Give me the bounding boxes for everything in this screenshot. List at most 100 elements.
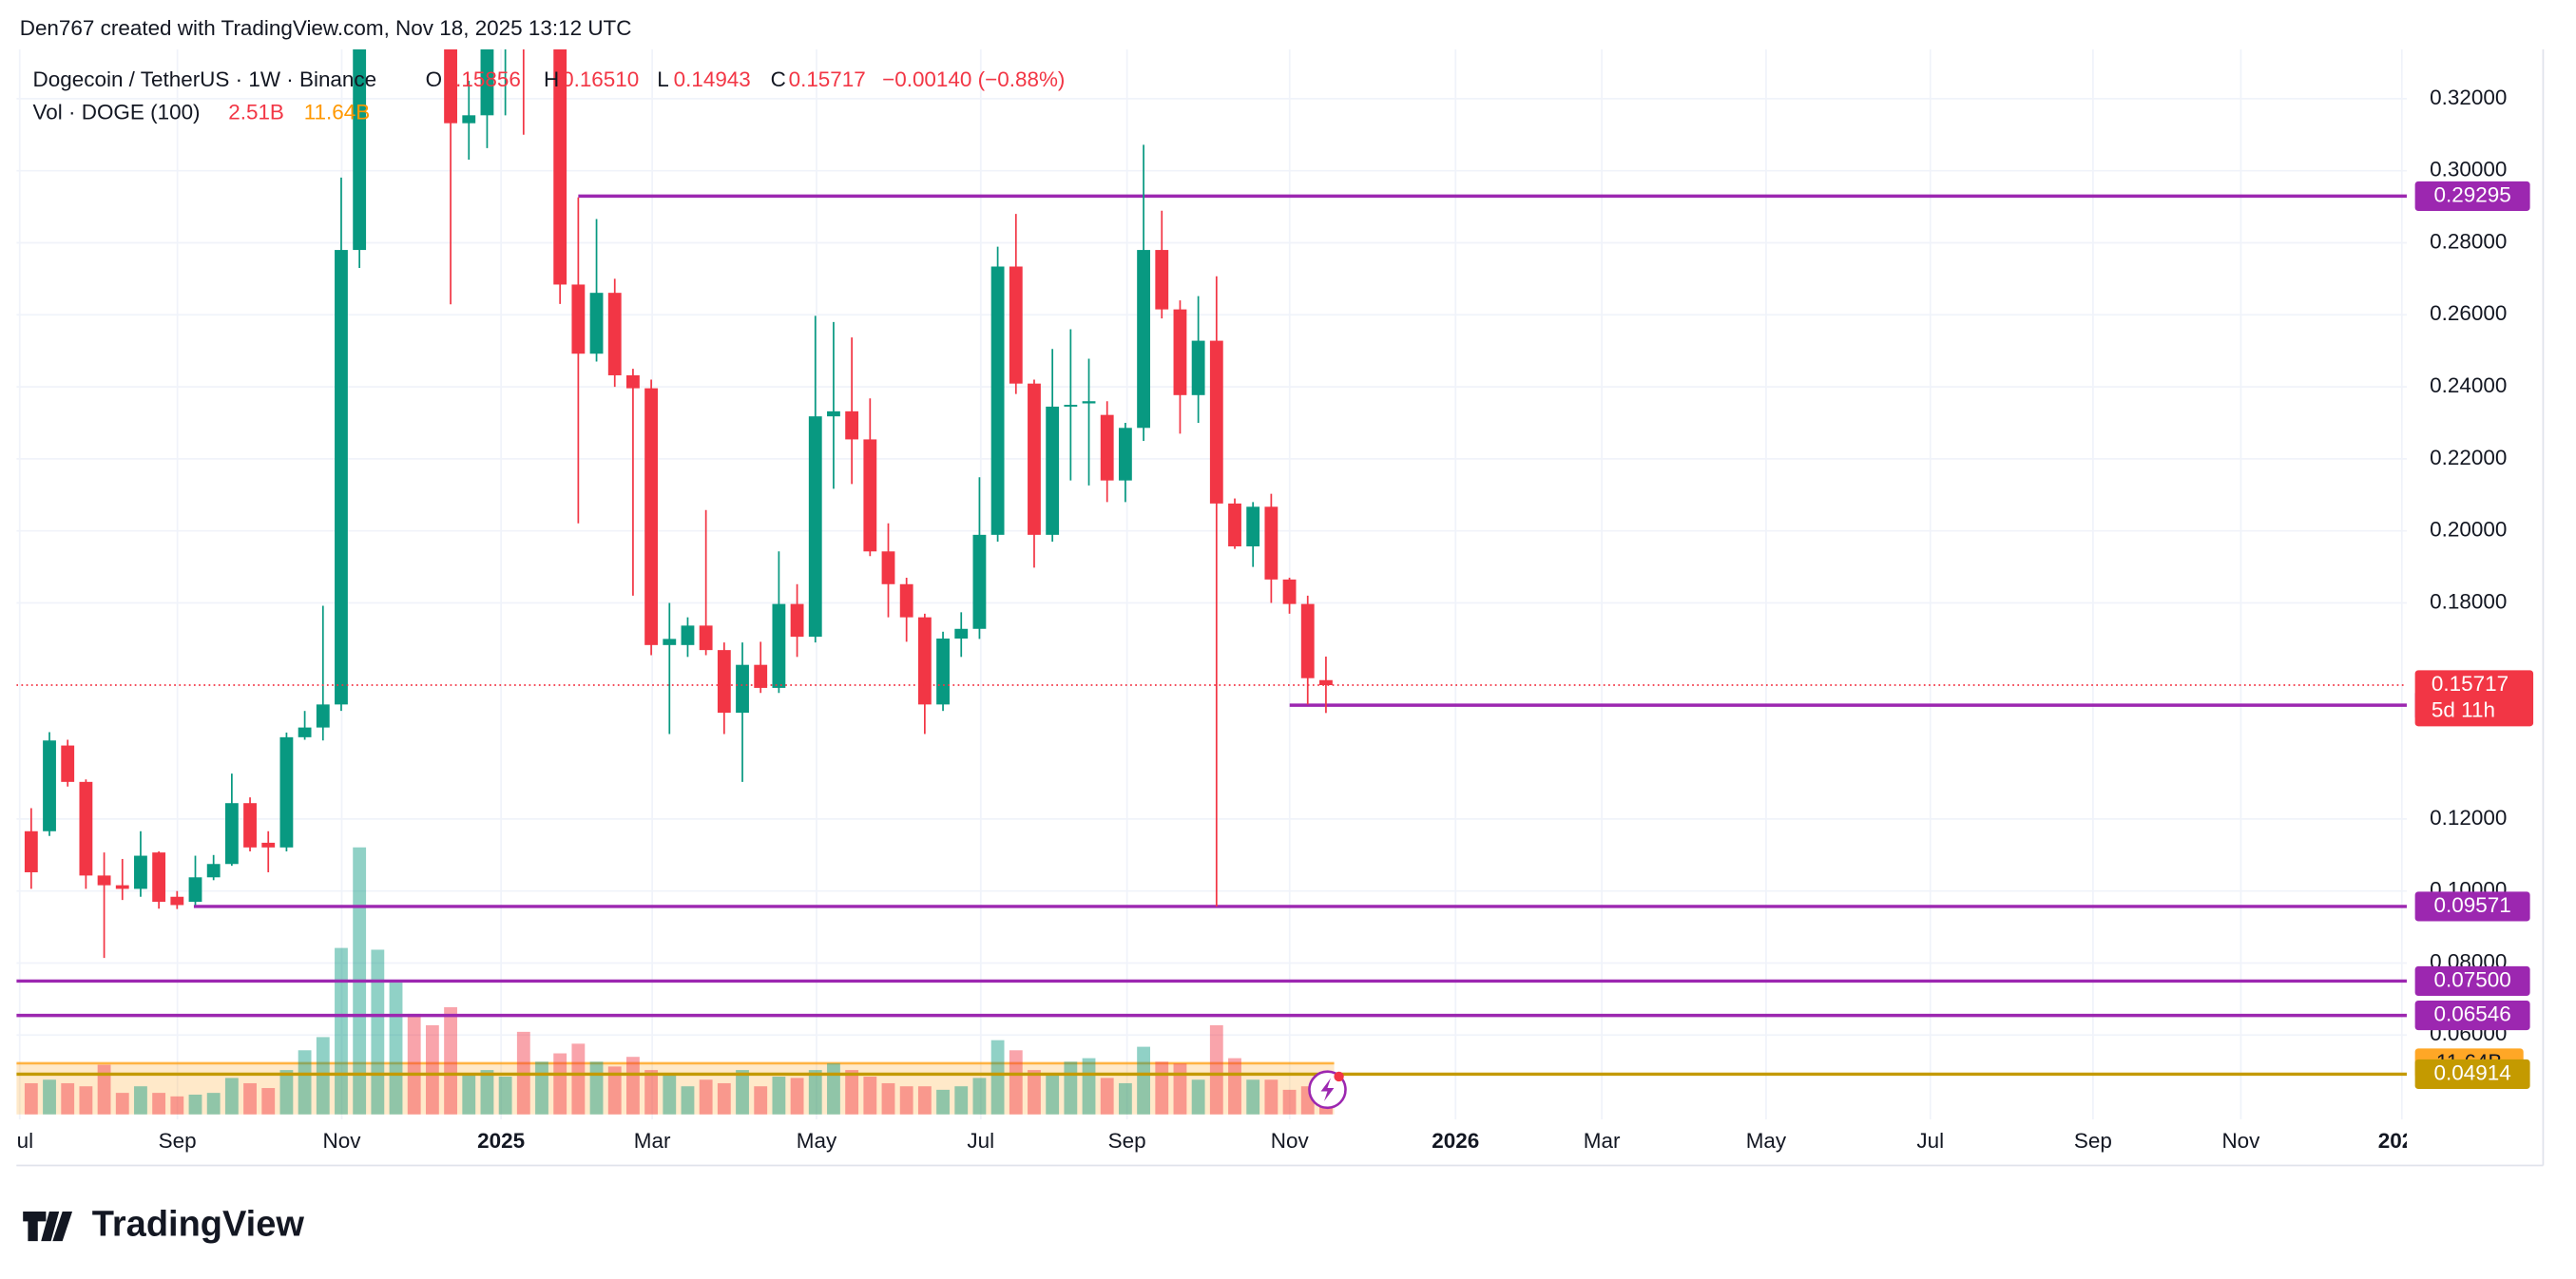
volume-bar <box>954 1086 969 1115</box>
level-label: 0.06546 <box>2434 1002 2511 1026</box>
x-tick-label: Mar <box>634 1129 671 1153</box>
volume-bar <box>1137 1046 1150 1115</box>
x-tick-label: Sep <box>159 1129 197 1153</box>
volume-bar <box>699 1079 713 1115</box>
volume-bar <box>1191 1079 1205 1115</box>
candle-body <box>97 875 111 886</box>
level-label-box <box>2414 181 2530 212</box>
brand-name: TradingView <box>92 1205 305 1245</box>
candle-body <box>1191 340 1205 395</box>
candle-body <box>790 603 804 638</box>
h-key: H <box>544 67 559 91</box>
volume-bar <box>224 1078 239 1115</box>
candle-body <box>1009 266 1023 384</box>
vol-last: 2.51B <box>228 100 284 124</box>
x-tick-label: 2026 <box>1432 1129 1479 1153</box>
x-tick-label: Sep <box>2074 1129 2112 1153</box>
h-value: 0.16510 <box>562 67 639 91</box>
candle-body <box>1228 503 1241 546</box>
candle-body <box>1173 309 1187 395</box>
volume-bar <box>626 1057 640 1115</box>
candle-body <box>881 551 895 584</box>
level-label-box <box>2414 965 2530 997</box>
volume-bar <box>1282 1089 1297 1115</box>
candle-body <box>298 727 312 737</box>
x-tick-label: Nov <box>1271 1129 1310 1153</box>
x-tick-label: Nov <box>323 1129 362 1153</box>
l-value: 0.14943 <box>674 67 751 91</box>
volume-bar <box>972 1078 987 1115</box>
volume-bar <box>772 1077 786 1115</box>
candle-body <box>607 293 622 375</box>
volume-bar <box>917 1086 932 1115</box>
candle-body <box>717 650 731 714</box>
legend: Dogecoin / TetherUS · 1W · Binance O 0.1… <box>33 67 1066 124</box>
volume-bar <box>1028 1070 1041 1115</box>
volume-bar <box>990 1040 1005 1115</box>
symbol: Dogecoin / TetherUS · 1W · Binance <box>33 67 377 91</box>
x-tick-label: May <box>797 1129 837 1153</box>
level-label-box <box>2414 1000 2530 1031</box>
candle-body <box>899 583 913 618</box>
volume-bar <box>279 1070 294 1115</box>
credit: Den767 created with TradingView.com, Nov… <box>20 16 632 40</box>
o-value: 0.15856 <box>444 67 521 91</box>
candle-body <box>1264 506 1278 580</box>
level-label: 0.09571 <box>2434 893 2511 917</box>
volume-bar <box>863 1077 877 1115</box>
volume-bar <box>1228 1058 1241 1115</box>
candle-body <box>279 736 294 848</box>
volume-bar <box>589 1061 604 1115</box>
volume-bar <box>43 1079 56 1115</box>
volume-bar <box>717 1082 731 1115</box>
candle-body <box>353 48 367 251</box>
volume-bar <box>335 947 348 1115</box>
candle-body <box>1282 579 1297 604</box>
volume-bar <box>881 1082 895 1115</box>
level-label: 0.07500 <box>2434 967 2511 991</box>
y-tick-label: 0.12000 <box>2430 806 2507 830</box>
volume-bar <box>79 1086 93 1115</box>
candle-body <box>827 410 840 417</box>
volume-bar <box>261 1088 276 1115</box>
candle-body <box>1028 383 1041 535</box>
candle-body <box>1137 250 1150 429</box>
candle-body <box>115 885 129 889</box>
replay-icon <box>1308 1070 1347 1110</box>
volume-bar <box>1082 1058 1096 1115</box>
volume-bar <box>1264 1079 1278 1115</box>
volume-bar <box>243 1082 257 1115</box>
candle-body <box>43 740 56 831</box>
candle-body <box>444 48 457 124</box>
candle-body <box>316 704 330 728</box>
volume-bar <box>936 1089 950 1115</box>
candle-body <box>24 830 38 872</box>
candle-body <box>772 603 786 688</box>
volume-bar <box>371 949 385 1115</box>
x-tick-label: 2027 <box>2378 1129 2426 1153</box>
time-axis: Jul Sep Nov 2025 Mar May Jul Sep Nov 2026 Mar May Ju… <box>16 1129 2426 1153</box>
last-price-label: 0.15717 <box>2432 672 2509 696</box>
volume-bar <box>188 1094 202 1115</box>
x-tick-label: May <box>1746 1129 1787 1153</box>
y-tick-label: 0.32000 <box>2430 86 2507 109</box>
candle-body <box>480 48 494 116</box>
candle-body <box>736 664 749 714</box>
candle-body <box>152 852 166 903</box>
volume-bar <box>1064 1061 1078 1115</box>
candle-body <box>845 410 859 440</box>
candle-body <box>589 293 604 354</box>
candle-body <box>954 628 969 640</box>
candle-body <box>188 877 202 903</box>
x-tick-label: Sep <box>1108 1129 1146 1153</box>
countdown: 5d 11h <box>2432 698 2495 722</box>
volume-bar <box>134 1086 147 1115</box>
candle-body <box>626 374 640 389</box>
candle-body <box>206 864 221 878</box>
candle-body <box>1209 340 1223 504</box>
c-value: 0.15717 <box>789 67 866 91</box>
y-tick-label: 0.20000 <box>2430 518 2507 542</box>
